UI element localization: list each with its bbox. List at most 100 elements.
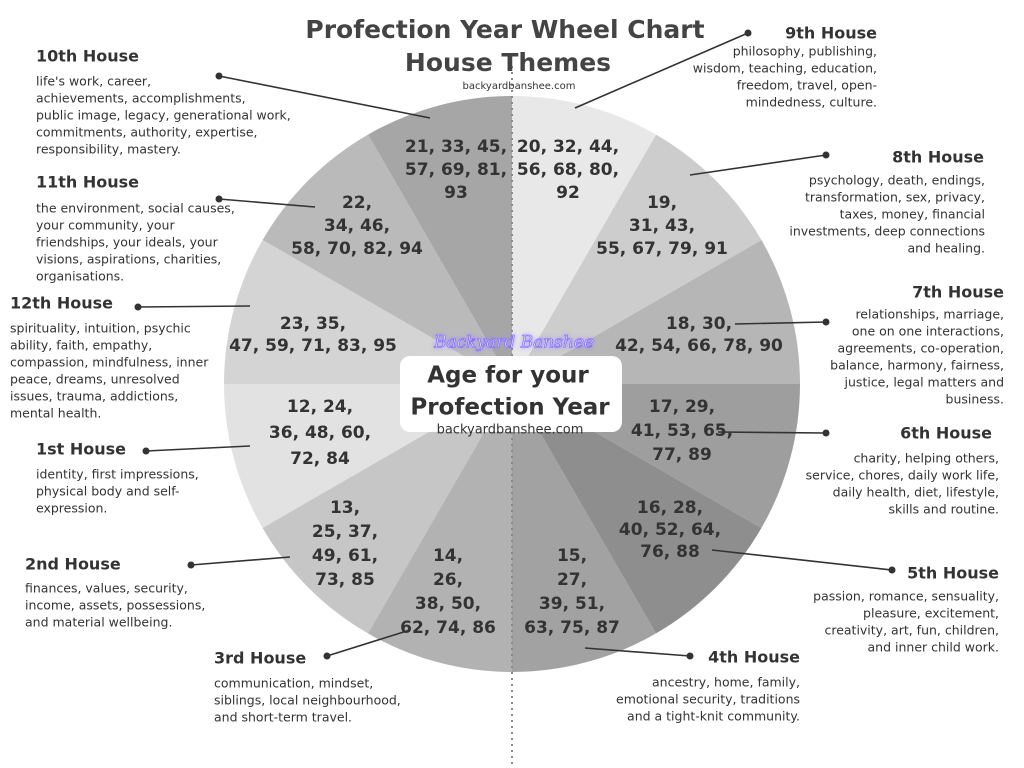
leader-dot <box>822 151 830 159</box>
house-ages: 18, 30, <box>666 314 732 334</box>
house-description: public image, legacy, generational work, <box>36 108 291 123</box>
house-ages: 93 <box>444 183 468 203</box>
house-description: taxes, money, financial <box>840 207 985 222</box>
house-description: agreements, co-operation, <box>838 341 1004 356</box>
leader-dot <box>686 652 694 660</box>
house-description: spirituality, intuition, psychic <box>10 321 191 336</box>
house-description: wisdom, teaching, education, <box>693 61 877 76</box>
house-ages: 56, 68, 80, <box>517 160 619 180</box>
center-line: Age for your <box>427 363 589 389</box>
house-ages: 20, 32, 44, <box>517 137 619 157</box>
house-description: communication, mindset, <box>214 676 373 691</box>
house-name: 9th House <box>785 24 877 43</box>
leader-line <box>145 445 251 452</box>
house-description: peace, dreams, unresolved <box>10 372 180 387</box>
house-wedge <box>262 134 512 384</box>
house-description: expression. <box>36 501 107 516</box>
leader-line <box>689 154 827 176</box>
house-ages: 34, 46, <box>324 216 390 236</box>
house-ages: 25, 37, <box>312 522 378 542</box>
leader-line <box>190 556 291 566</box>
house-description: mental health. <box>10 406 101 421</box>
house-ages: 92 <box>556 183 580 203</box>
house-description: freedom, travel, open- <box>737 78 877 93</box>
house-ages: 49, 61, <box>312 546 378 566</box>
leader-line <box>717 431 827 434</box>
house-ages: 77, 89 <box>652 445 712 465</box>
house-description: charity, helping others, <box>854 451 999 466</box>
house-description: life's work, career, <box>36 74 151 89</box>
leader-dot <box>744 29 752 37</box>
house-description: investments, deep connections <box>789 224 985 239</box>
house-ages: 57, 69, 81, <box>405 160 507 180</box>
leader-line <box>137 305 251 308</box>
house-description: pleasure, excitement, <box>863 606 999 621</box>
center-line: Profection Year <box>410 395 610 421</box>
leader-dot <box>888 566 896 574</box>
house-wedge <box>512 134 762 384</box>
house-ages: 72, 84 <box>290 449 350 469</box>
house-description: issues, trauma, addictions, <box>10 389 178 404</box>
leader-dot <box>215 72 223 80</box>
house-name: 5th House <box>907 564 999 583</box>
leader-line <box>584 647 691 657</box>
house-ages: 39, 51, <box>539 594 605 614</box>
leader-line <box>574 32 749 109</box>
title: House Themes <box>405 48 611 77</box>
house-description: compassion, mindfulness, inner <box>10 355 209 370</box>
house-name: 10th House <box>36 47 139 66</box>
house-description: income, assets, possessions, <box>25 598 205 613</box>
leader-line <box>218 198 316 208</box>
house-description: daily health, diet, lifestyle, <box>833 485 999 500</box>
title: Profection Year Wheel Chart <box>305 15 704 44</box>
house-description: emotional security, traditions <box>616 692 800 707</box>
house-wedge <box>368 96 512 384</box>
house-name: 1st House <box>36 440 126 459</box>
house-ages: 21, 33, 45, <box>405 137 507 157</box>
house-name: 6th House <box>900 424 992 443</box>
leader-dot <box>187 561 195 569</box>
house-name: 11th House <box>36 173 139 192</box>
house-name: 7th House <box>912 283 1004 302</box>
leader-line <box>218 75 431 119</box>
house-description: relationships, marriage, <box>855 307 1004 322</box>
wheel <box>224 96 801 672</box>
leader-dot <box>323 652 331 660</box>
house-ages: 12, 24, <box>287 397 353 417</box>
house-description: siblings, local neighbourhood, <box>214 693 401 708</box>
house-ages: 17, 29, <box>649 397 715 417</box>
leader-dot <box>134 303 142 311</box>
house-description: ability, faith, empathy, <box>10 338 152 353</box>
house-wedge <box>512 96 656 384</box>
house-description: identity, first impressions, <box>36 467 199 482</box>
house-ages: 73, 85 <box>315 570 375 590</box>
leader-line <box>326 629 411 657</box>
house-ages: 36, 48, 60, <box>269 423 371 443</box>
leader-line <box>734 321 827 325</box>
house-description: and material wellbeing. <box>25 615 172 630</box>
labels: 1st House identity, first impressions, ph… <box>10 24 1004 725</box>
house-description: and inner child work. <box>868 640 999 655</box>
house-ages: 63, 75, 87 <box>524 618 620 638</box>
house-wedge <box>512 384 656 672</box>
house-description: justice, legal matters and <box>844 375 1004 390</box>
house-ages: 40, 52, 64, <box>619 520 721 540</box>
house-description: visions, aspirations, charities, <box>36 252 221 267</box>
house-wedge <box>512 240 801 384</box>
leader-dot <box>142 447 150 455</box>
house-description: passion, romance, sensuality, <box>813 589 999 604</box>
house-ages: 16, 28, <box>637 498 703 518</box>
header-url: backyardbanshee.com <box>463 81 576 92</box>
house-description: psychology, death, endings, <box>809 173 985 188</box>
center-url: backyardbanshee.com <box>437 423 584 438</box>
house-name: 4th House <box>708 648 800 667</box>
house-description: finances, values, security, <box>25 581 188 596</box>
house-description: ancestry, home, family, <box>652 675 800 690</box>
house-ages: 38, 50, <box>415 594 481 614</box>
house-ages: 47, 59, 71, 83, 95 <box>229 336 397 356</box>
house-ages: 41, 53, 65, <box>631 421 733 441</box>
house-ages: 19, <box>647 193 677 213</box>
house-ages: 76, 88 <box>640 542 700 562</box>
house-description: friendships, your ideals, your <box>36 235 219 250</box>
house-description: organisations. <box>36 269 124 284</box>
